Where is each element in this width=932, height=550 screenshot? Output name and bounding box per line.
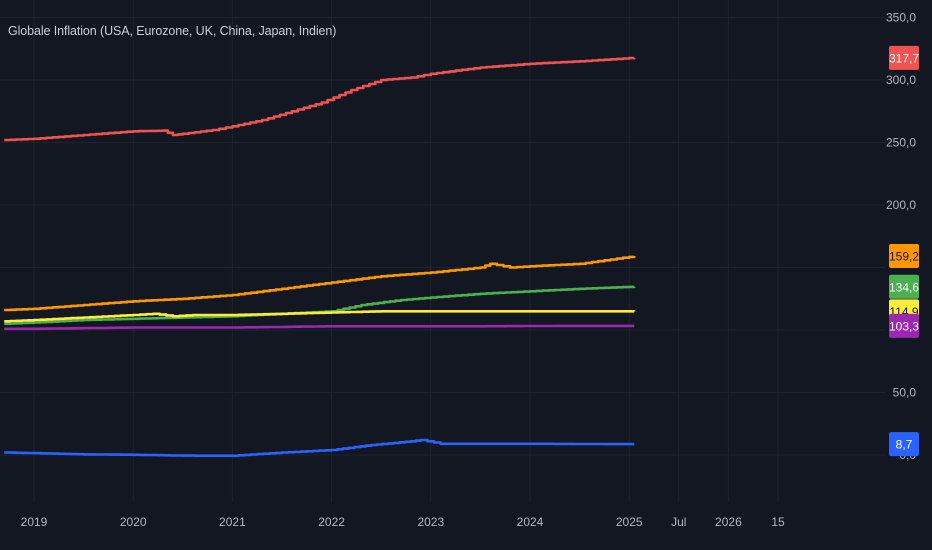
x-tick-label: 2026 [715, 515, 742, 529]
last-value-badge [889, 45, 919, 70]
x-tick-label: 2023 [417, 515, 444, 529]
x-tick-label: 2024 [517, 515, 544, 529]
series-line-5 [4, 438, 635, 458]
last-value-text: 8,7 [896, 438, 913, 452]
series-layer [4, 56, 636, 458]
last-value-text: 134,6 [889, 280, 919, 294]
last-value-badge [889, 313, 919, 338]
x-tick-label: 2022 [318, 515, 345, 529]
x-tick-label: 2025 [616, 515, 643, 529]
y-tick-label: 350,0 [886, 11, 916, 25]
last-value-label-2: 134,6 [889, 274, 919, 299]
last-value-text: 103,3 [889, 319, 919, 333]
last-value-label-4: 103,3 [889, 313, 919, 338]
y-tick-label: 50,0 [893, 386, 917, 400]
x-tick-label: 2019 [21, 515, 48, 529]
x-tick-label: 15 [771, 515, 785, 529]
y-tick-label: 200,0 [886, 198, 916, 212]
last-value-text: 317,7 [889, 51, 919, 65]
last-value-badge [889, 274, 919, 299]
x-tick-label: Jul [671, 515, 686, 529]
grid-layer [0, 0, 885, 502]
x-tick-label: 2020 [120, 515, 147, 529]
chart-title: Globale Inflation (USA, Eurozone, UK, Ch… [8, 24, 337, 38]
series-line-0 [4, 56, 636, 142]
y-tick-label: 250,0 [886, 136, 916, 150]
y-tick-label: 300,0 [886, 73, 916, 87]
last-value-badge [889, 432, 919, 457]
series-line-1 [4, 255, 636, 312]
last-value-text: 159,2 [889, 250, 919, 264]
last-value-label-1: 159,2 [889, 244, 919, 268]
last-value-label-5: 8,7 [889, 432, 919, 457]
last-value-badge [889, 244, 919, 268]
series-line-4 [4, 324, 635, 331]
x-axis[interactable]: 2019 2020 2021 2022 2023 2024 2025 Jul 2026 15 [21, 515, 785, 529]
x-tick-label: 2021 [219, 515, 246, 529]
series-line-3 [4, 310, 636, 323]
last-value-label-0: 317,7 [889, 45, 919, 70]
